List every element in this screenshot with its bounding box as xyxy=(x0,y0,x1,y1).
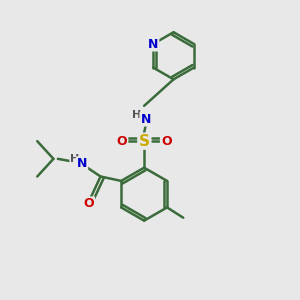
Text: O: O xyxy=(117,135,127,148)
Text: H: H xyxy=(70,154,80,164)
Text: H: H xyxy=(132,110,141,120)
Text: S: S xyxy=(139,134,150,149)
Text: O: O xyxy=(161,135,172,148)
Text: O: O xyxy=(83,197,94,210)
Text: N: N xyxy=(148,38,158,50)
Text: N: N xyxy=(77,157,87,170)
Text: N: N xyxy=(140,112,151,126)
